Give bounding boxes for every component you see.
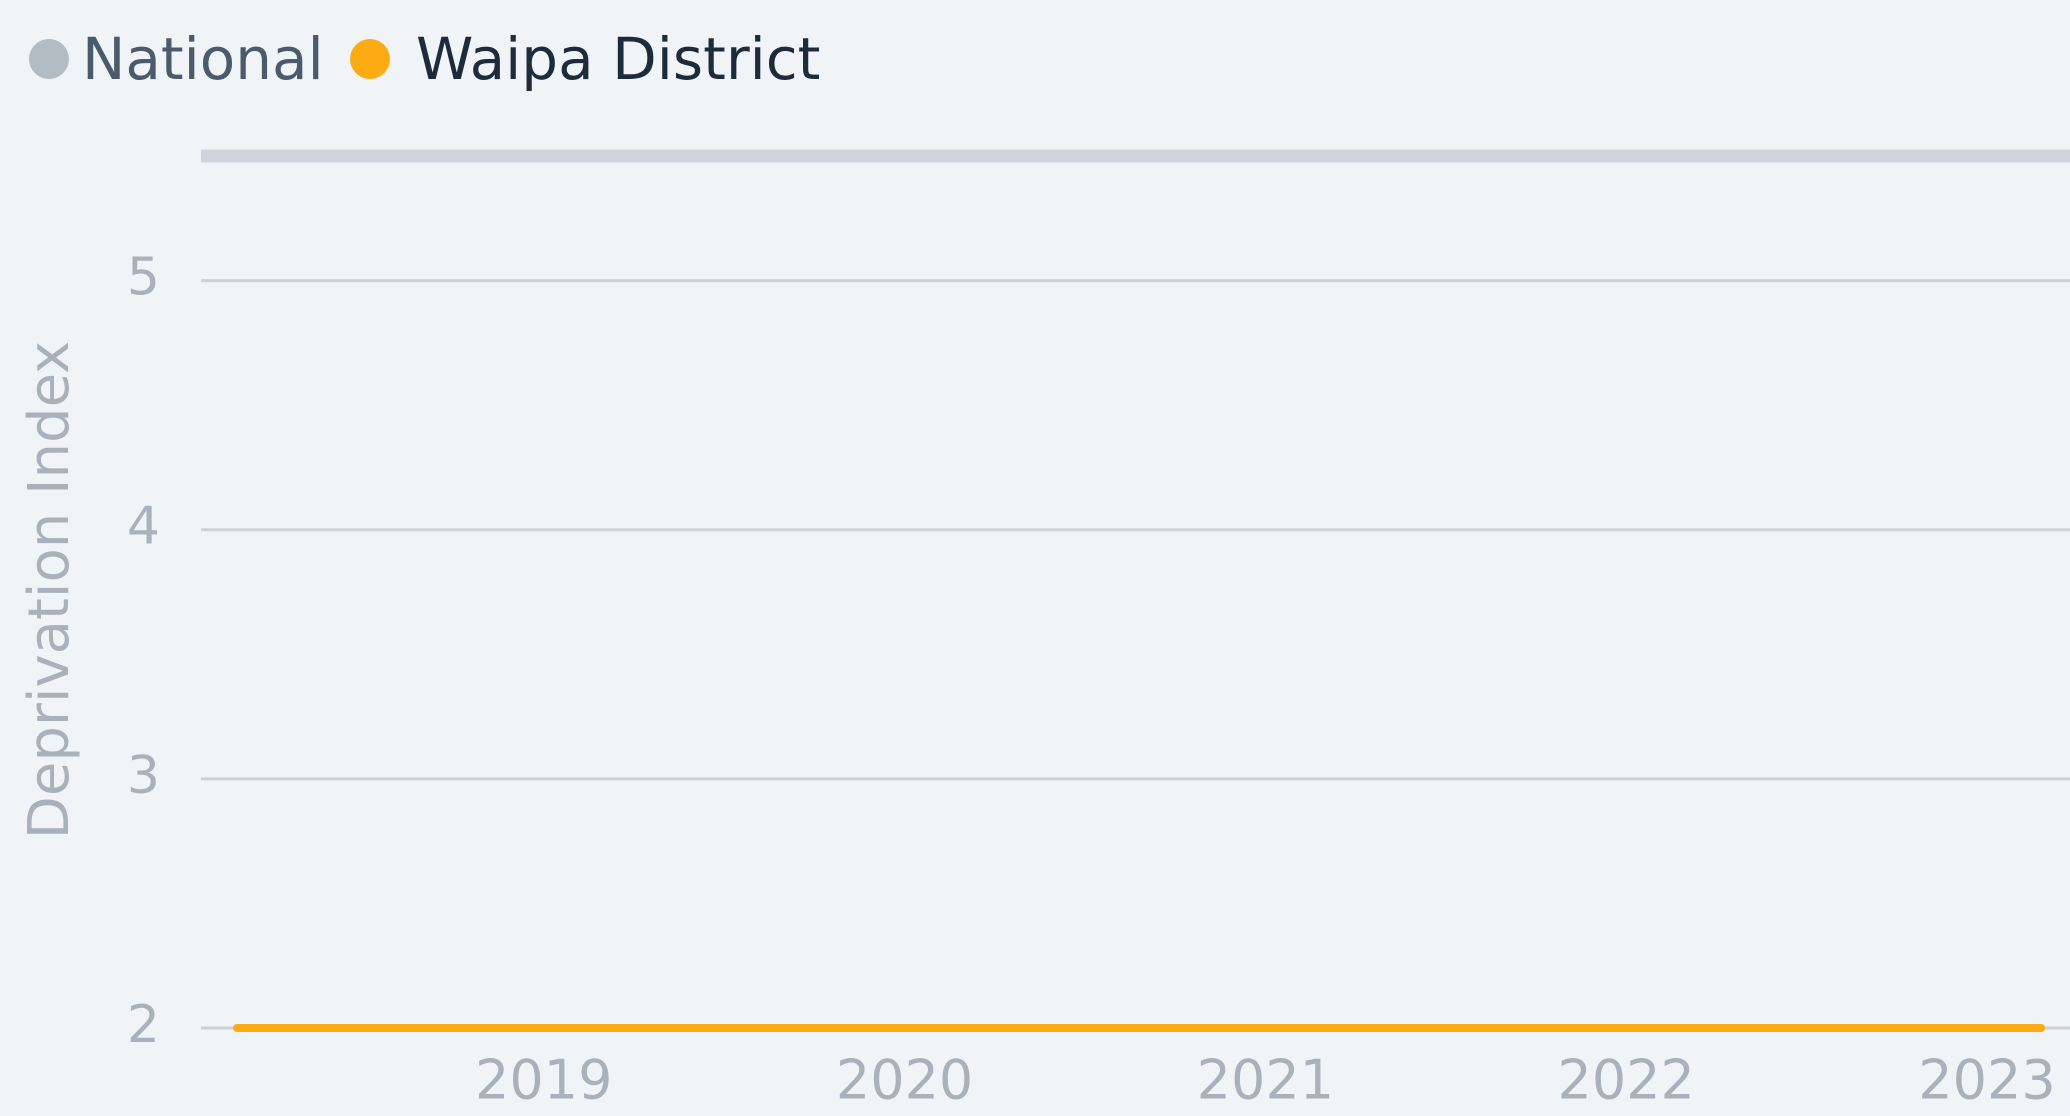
legend-swatch[interactable] xyxy=(29,39,69,79)
x-tick-label: 2021 xyxy=(1197,1049,1334,1112)
y-axis-label: Deprivation Index xyxy=(17,341,82,839)
legend-label[interactable]: Waipa District xyxy=(416,25,820,93)
y-tick-label: 4 xyxy=(127,497,160,557)
x-tick-label: 2023 xyxy=(1918,1049,2055,1112)
y-tick-label: 3 xyxy=(127,746,160,806)
legend-label[interactable]: National xyxy=(82,25,324,93)
x-tick-label: 2022 xyxy=(1557,1049,1694,1112)
y-tick-label: 5 xyxy=(127,248,160,308)
x-tick-label: 2020 xyxy=(836,1049,973,1112)
y-tick-label: 2 xyxy=(127,995,160,1055)
legend-swatch[interactable] xyxy=(350,39,390,79)
x-tick-label: 2019 xyxy=(475,1049,612,1112)
